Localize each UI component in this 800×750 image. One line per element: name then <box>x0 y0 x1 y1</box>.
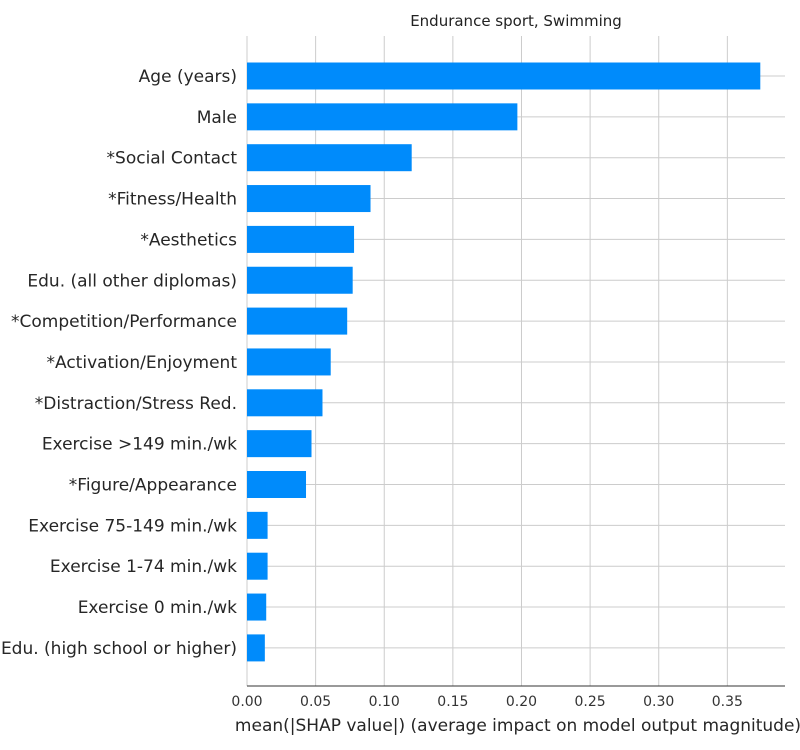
category-label: *Figure/Appearance <box>69 476 237 496</box>
x-tick-labels: 0.00 0.05 0.10 0.15 0.20 0.25 0.30 0.35 <box>231 694 743 710</box>
category-label: *Aesthetics <box>140 230 237 250</box>
bar <box>247 144 412 172</box>
bars <box>247 62 761 662</box>
category-label: *Distraction/Stress Red. <box>35 394 237 414</box>
category-labels: Age (years) Male *Social Contact *Fitness/H… <box>1 67 237 659</box>
category-label: *Fitness/Health <box>108 190 237 210</box>
bar <box>247 185 371 213</box>
category-label: Age (years) <box>139 67 237 87</box>
category-label: *Activation/Enjoyment <box>47 353 238 373</box>
bar <box>247 103 518 131</box>
category-label: Male <box>197 108 237 128</box>
bar <box>247 511 268 539</box>
bar <box>247 634 265 662</box>
x-tick-label: 0.30 <box>643 694 674 710</box>
x-tick-label: 0.05 <box>300 694 331 710</box>
category-label: *Competition/Performance <box>11 312 237 332</box>
bar <box>247 471 307 498</box>
category-label: Exercise 0 min./wk <box>78 598 237 618</box>
x-tick-label: 0.10 <box>369 694 400 710</box>
x-tick-label: 0.35 <box>712 694 743 710</box>
x-tick-label: 0.00 <box>231 694 262 710</box>
category-label: Exercise 1-74 min./wk <box>50 557 237 577</box>
x-tick-label: 0.25 <box>575 694 606 710</box>
bar <box>247 62 761 90</box>
category-label: Edu. (all other diplomas) <box>27 271 237 291</box>
chart-title: Endurance sport, Swimming <box>410 12 622 30</box>
x-tick-label: 0.15 <box>437 694 468 710</box>
category-label: Exercise >149 min./wk <box>42 435 237 455</box>
category-label: Edu. (high school or higher) <box>1 639 237 659</box>
x-axis-label: mean(|SHAP value|) (average impact on mo… <box>235 716 800 736</box>
bar <box>247 389 323 417</box>
bar <box>247 266 353 294</box>
bar <box>247 593 267 621</box>
category-label: Exercise 75-149 min./wk <box>28 516 237 536</box>
bar <box>247 552 268 580</box>
bar <box>247 307 348 335</box>
bar <box>247 430 312 458</box>
x-tick-label: 0.20 <box>506 694 537 710</box>
bar <box>247 348 331 376</box>
category-label: *Social Contact <box>107 149 238 169</box>
bar <box>247 225 355 253</box>
